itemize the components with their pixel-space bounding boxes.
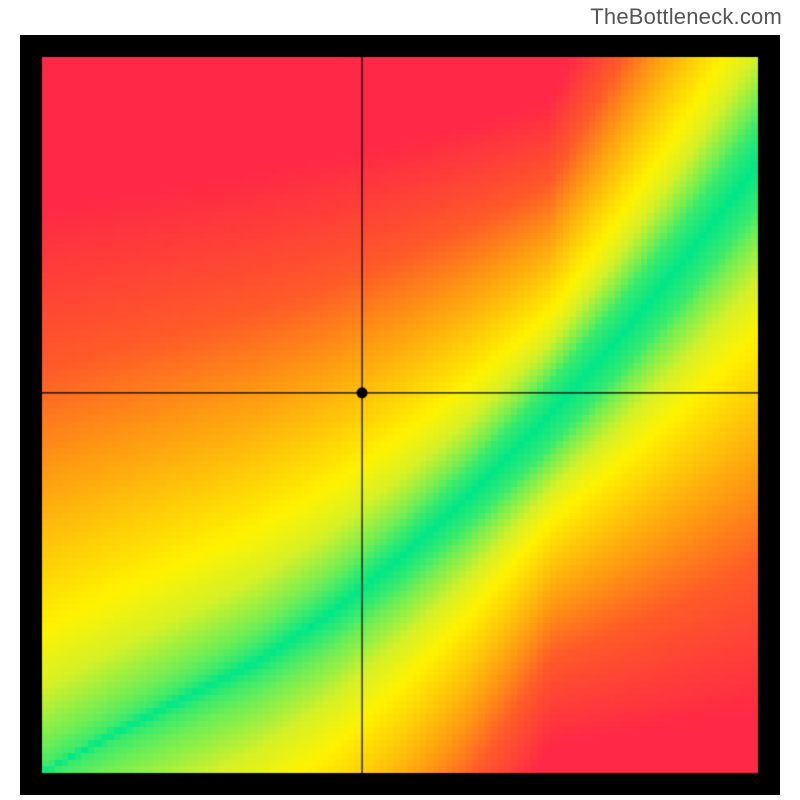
bottleneck-heatmap [20, 35, 780, 795]
chart-container: TheBottleneck.com [0, 0, 800, 800]
attribution-text: TheBottleneck.com [590, 4, 782, 30]
plot-frame [20, 35, 780, 795]
